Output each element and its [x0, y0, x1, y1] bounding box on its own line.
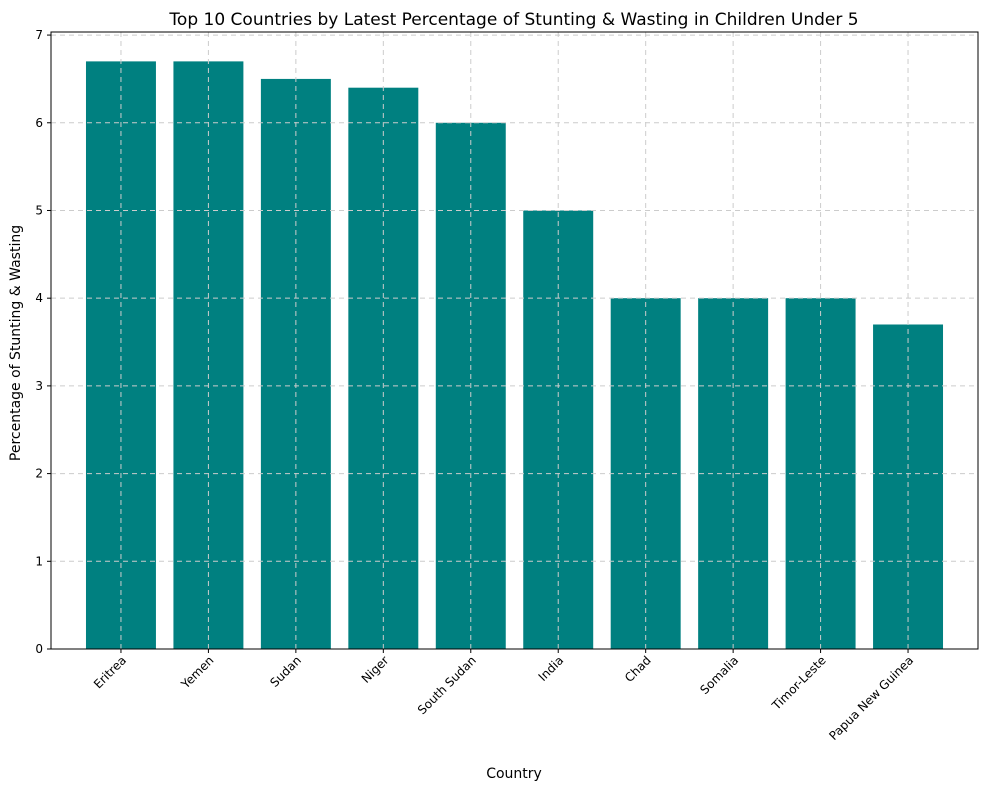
y-tick-label: 5	[35, 203, 43, 217]
x-tick-label: Chad	[622, 653, 654, 685]
bar-sudan	[260, 78, 331, 650]
chart-title: Top 10 Countries by Latest Percentage of…	[168, 10, 858, 30]
y-tick-label: 0	[35, 642, 43, 656]
y-tick-label: 3	[35, 379, 43, 393]
x-tick-label: Yemen	[178, 653, 217, 692]
x-tick-label: South Sudan	[415, 653, 479, 717]
y-tick-label: 6	[35, 116, 43, 130]
x-tick-label: Niger	[359, 653, 392, 686]
y-tick-label: 1	[35, 554, 43, 568]
y-axis-label: Percentage of Stunting & Wasting	[8, 225, 24, 461]
plot-frame	[50, 31, 979, 650]
x-tick-label: Eritrea	[91, 653, 129, 691]
x-tick-label: Sudan	[267, 653, 304, 690]
x-tick-label: Timor-Leste	[769, 653, 829, 713]
x-tick-label: India	[536, 653, 567, 684]
y-tick-label: 2	[35, 467, 43, 481]
y-tick-label: 4	[35, 291, 43, 305]
y-tick-label: 7	[35, 28, 43, 42]
x-tick-label: Papua New Guinea	[826, 653, 916, 743]
x-axis: Eritrea Yemen Sudan Niger South Sudan India Ch…	[91, 649, 916, 743]
x-axis-label: Country	[486, 766, 542, 782]
y-axis: 0 1 2 3 4 5 6 7	[35, 28, 51, 656]
x-tick-label: Somalia	[697, 653, 741, 697]
